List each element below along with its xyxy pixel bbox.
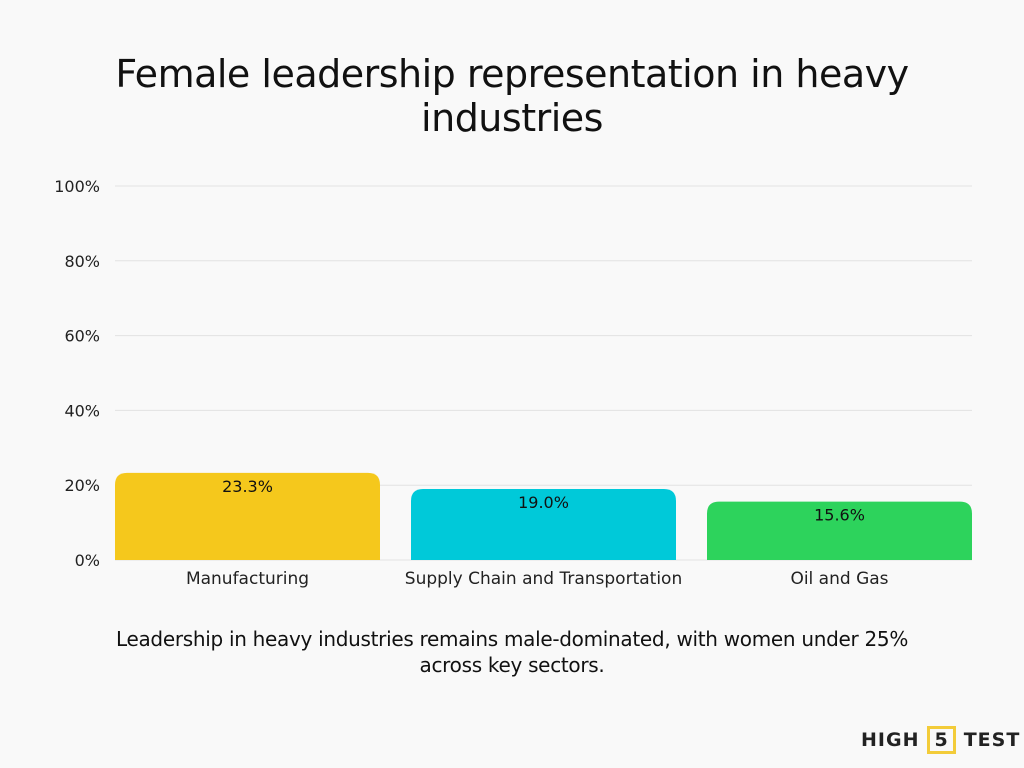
logo-text-5: 5: [927, 726, 956, 754]
logo-text-test: TEST: [963, 729, 1021, 751]
x-tick-label: Manufacturing: [186, 569, 309, 589]
y-tick-label: 0%: [75, 551, 100, 570]
logo-text-high: HIGH: [861, 729, 920, 751]
high5test-logo: HIGH 5 TEST: [861, 726, 1020, 754]
x-tick-label: Oil and Gas: [790, 569, 888, 589]
y-tick-label: 60%: [64, 327, 100, 346]
data-label: 15.6%: [814, 506, 865, 525]
y-tick-label: 40%: [64, 401, 100, 420]
y-tick-label: 100%: [54, 177, 100, 196]
data-label: 19.0%: [518, 493, 569, 512]
data-label: 23.3%: [222, 477, 273, 496]
y-tick-label: 80%: [64, 252, 100, 271]
chart-caption: Leadership in heavy industries remains m…: [115, 627, 909, 677]
bar-1: [411, 488, 676, 560]
bar-0: [115, 472, 380, 560]
y-tick-label: 20%: [64, 476, 100, 495]
chart-title: Female leadership representation in heav…: [115, 52, 909, 140]
x-tick-label: Supply Chain and Transportation: [405, 569, 682, 589]
bar-2: [707, 501, 972, 560]
